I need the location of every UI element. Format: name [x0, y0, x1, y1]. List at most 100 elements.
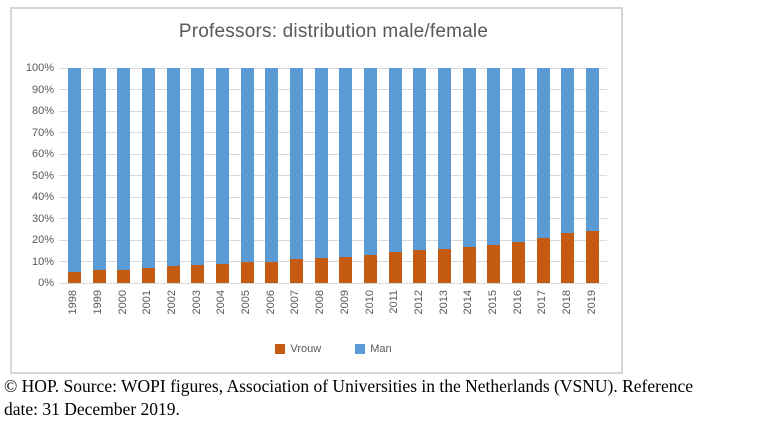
gridline: [59, 89, 607, 90]
gridline: [59, 175, 607, 176]
chart-title: Professors: distribution male/female: [178, 21, 489, 42]
y-tick-label: 40%: [31, 191, 54, 203]
legend-swatch-vrouw: [275, 344, 286, 354]
x-tick-label: 2016: [511, 290, 524, 315]
bar-segment-man: [240, 68, 254, 263]
bar-segment-vrouw: [67, 272, 81, 283]
x-tick-label: 1998: [67, 290, 80, 315]
x-tick-label: 2000: [116, 290, 129, 315]
gridline: [59, 282, 607, 284]
chart-frame: Professors: distribution male/female Vro…: [10, 7, 623, 374]
y-tick-label: 10%: [31, 255, 54, 268]
bar-segment-man: [215, 68, 229, 264]
y-tick-label: 20%: [31, 234, 54, 246]
x-tick-label: 2004: [215, 290, 228, 315]
source-caption: © HOP. Source: WOPI figures, Association…: [4, 375, 766, 421]
bar-segment-vrouw: [388, 252, 402, 283]
legend-swatch-man: [355, 344, 366, 354]
legend: Vrouw Man: [62, 343, 605, 355]
y-tick-label: 100%: [25, 62, 54, 74]
bar-segment-vrouw: [240, 262, 254, 283]
x-tick-label: 2014: [462, 290, 475, 315]
x-tick-label: 2001: [141, 290, 154, 315]
bar-segment-vrouw: [92, 270, 106, 283]
x-tick-label: 2003: [190, 290, 203, 315]
x-tick-label: 2008: [314, 290, 327, 315]
legend-label: Man: [370, 343, 392, 355]
bar-segment-vrouw: [364, 255, 378, 283]
bar-segment-vrouw: [166, 266, 180, 283]
bar-segment-man: [117, 68, 131, 270]
bar-segment-man: [512, 68, 526, 243]
bar-segment-man: [314, 68, 328, 259]
bar-segment-vrouw: [314, 258, 328, 283]
bar-segment-vrouw: [462, 246, 476, 283]
gridline: [59, 67, 607, 69]
bar-segment-man: [67, 68, 81, 273]
y-tick-label: 0%: [38, 277, 54, 289]
bar-segment-man: [141, 68, 155, 269]
y-tick-label: 30%: [31, 212, 54, 225]
bar-segment-man: [462, 68, 476, 247]
y-tick-label: 60%: [31, 148, 54, 160]
bar-segment-man: [438, 68, 452, 249]
x-tick-label: 2019: [585, 290, 598, 315]
bar-segment-man: [413, 68, 427, 251]
gridline: [59, 132, 607, 133]
y-tick-label: 70%: [31, 126, 54, 139]
legend-item-vrouw: Vrouw: [275, 343, 321, 355]
bar-segment-man: [92, 68, 106, 271]
gridline: [59, 218, 607, 219]
gridline: [59, 110, 607, 112]
bar-segment-vrouw: [561, 233, 575, 283]
x-tick-label: 2002: [166, 290, 179, 315]
bar-segment-vrouw: [512, 242, 526, 283]
x-tick-label: 2013: [437, 290, 450, 315]
bar-segment-man: [191, 68, 205, 266]
gridline: [59, 239, 607, 241]
bar-segment-vrouw: [289, 259, 303, 283]
bar-segment-man: [166, 68, 180, 267]
x-tick-label: 1999: [92, 290, 105, 315]
bar-segment-vrouw: [117, 269, 131, 283]
gridline: [59, 153, 607, 155]
bar-segment-man: [339, 68, 353, 257]
bar-segment-man: [265, 68, 279, 262]
caption-line-2: date: 31 December 2019.: [4, 399, 180, 420]
bar-segment-vrouw: [191, 265, 205, 283]
caption-line-1: © HOP. Source: WOPI figures, Association…: [4, 376, 694, 396]
bar-segment-vrouw: [586, 230, 600, 283]
x-tick-label: 2007: [289, 290, 302, 315]
bar-segment-vrouw: [487, 244, 501, 283]
bar-segment-man: [536, 68, 550, 239]
x-tick-label: 2017: [536, 290, 549, 315]
x-tick-label: 2012: [412, 290, 425, 315]
gridline: [59, 261, 607, 262]
legend-item-man: Man: [355, 343, 392, 355]
bar-segment-man: [487, 68, 501, 245]
x-tick-label: 2015: [486, 290, 499, 315]
bar-segment-vrouw: [536, 238, 550, 283]
y-tick-label: 50%: [31, 169, 54, 182]
bar-segment-vrouw: [438, 248, 452, 283]
bar-segment-man: [289, 68, 303, 260]
gridline: [59, 196, 607, 198]
bar-segment-vrouw: [413, 250, 427, 283]
legend-label: Vrouw: [290, 343, 322, 355]
y-tick-label: 80%: [31, 105, 54, 117]
y-tick-label: 90%: [31, 83, 54, 96]
bar-segment-vrouw: [339, 256, 353, 283]
bar-segment-vrouw: [215, 263, 229, 283]
bar-segment-man: [364, 68, 378, 256]
bar-segment-man: [561, 68, 575, 234]
bar-segment-vrouw: [265, 261, 279, 283]
bar-segment-man: [388, 68, 402, 253]
bar-segment-vrouw: [141, 268, 155, 283]
x-tick-label: 2006: [264, 290, 277, 315]
x-tick-label: 2011: [388, 290, 401, 314]
x-tick-label: 2010: [363, 290, 376, 315]
bar-segment-man: [586, 68, 600, 231]
x-tick-label: 2018: [560, 290, 573, 315]
x-tick-label: 2009: [338, 290, 351, 315]
x-tick-label: 2005: [240, 290, 253, 315]
